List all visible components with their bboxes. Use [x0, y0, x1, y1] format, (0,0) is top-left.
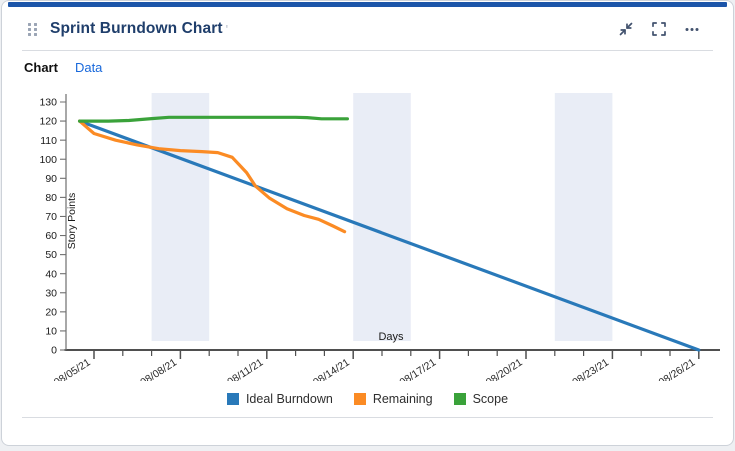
y-tick-label: 120 [39, 116, 57, 128]
y-tick-label: 40 [45, 268, 57, 280]
series-line-scope [77, 115, 349, 123]
header-actions [617, 20, 701, 38]
y-tick-label: 60 [45, 230, 57, 242]
y-tick-label: 110 [40, 135, 57, 147]
weekend-band [151, 93, 210, 341]
tab-chart[interactable]: Chart [24, 60, 58, 75]
y-tick-label: 70 [45, 211, 57, 223]
x-tick-label: 08/20/21 [484, 356, 525, 381]
legend-swatch [353, 393, 366, 405]
tabs-row: Chart Data [2, 51, 733, 81]
collapse-icon [619, 22, 633, 36]
fullscreen-button[interactable] [650, 20, 668, 38]
weekend-band [554, 93, 613, 341]
more-options-icon [685, 28, 699, 31]
y-axis-title: Story Points [66, 193, 78, 250]
chart-legend: Ideal Burndown Remaining Scope [2, 392, 733, 406]
x-tick-label: 08/23/21 [570, 356, 611, 381]
fullscreen-icon [652, 22, 666, 36]
legend-label: Scope [472, 392, 509, 406]
y-tick-label: 90 [45, 173, 57, 185]
title-cursor-mark: ' [225, 21, 229, 37]
x-tick-label: 08/26/21 [657, 356, 698, 381]
legend-label: Remaining [372, 392, 433, 406]
tab-data[interactable]: Data [74, 60, 103, 75]
gadget-title: Sprint Burndown Chart [50, 20, 223, 37]
burndown-chart: 0 10 20 30 40 50 60 70 80 90 100 110 120 130 08/05/21 0… [2, 81, 733, 389]
gadget-accent-bar [8, 2, 727, 7]
y-tick-label: 0 [51, 345, 57, 357]
x-tick-label: 08/14/21 [311, 356, 352, 381]
x-axis-title: Days [378, 331, 404, 343]
collapse-button[interactable] [617, 20, 635, 38]
y-tick-label: 100 [39, 154, 57, 166]
x-tick-label: 08/05/21 [52, 356, 93, 381]
y-tick-label: 130 [39, 97, 57, 109]
weekend-band [353, 93, 411, 341]
more-options-button[interactable] [683, 20, 701, 38]
y-tick-label: 30 [45, 287, 57, 299]
x-tick-label: 08/17/21 [397, 356, 438, 381]
bottom-divider [22, 417, 713, 418]
y-tick-label: 50 [45, 249, 57, 261]
legend-label: Ideal Burndown [245, 392, 333, 406]
x-tick-label: 08/11/21 [225, 356, 265, 381]
legend-item-scope[interactable]: Scope [453, 392, 509, 406]
series-line-remaining [77, 119, 347, 234]
legend-item-remaining[interactable]: Remaining [353, 392, 433, 406]
x-tick-label: 08/08/21 [138, 356, 179, 381]
legend-item-ideal-burndown[interactable]: Ideal Burndown [226, 392, 333, 406]
burndown-chart-canvas: 0 10 20 30 40 50 60 70 80 90 100 110 120 130 08/05/21 0… [39, 93, 720, 389]
y-tick-label: 10 [45, 326, 57, 338]
y-tick-label: 20 [45, 306, 57, 318]
drag-handle-icon[interactable] [28, 22, 37, 36]
y-tick-label: 80 [45, 192, 57, 204]
header-divider [22, 50, 713, 51]
gadget-header: Sprint Burndown Chart ' [2, 7, 733, 50]
legend-swatch [226, 393, 239, 405]
legend-swatch [453, 393, 466, 405]
series-line-ideal-burndown [77, 119, 701, 352]
